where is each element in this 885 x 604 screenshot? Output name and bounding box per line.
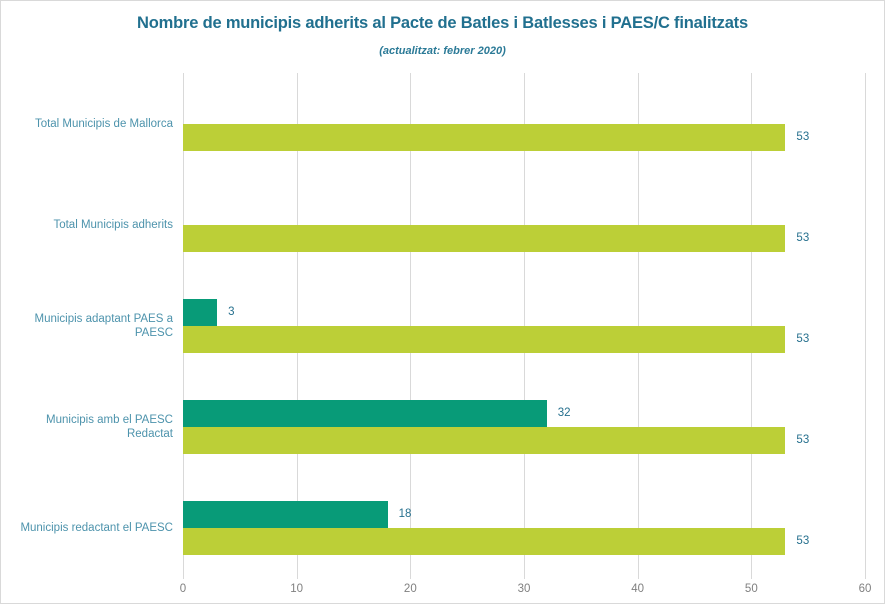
bar-series-green <box>183 528 786 556</box>
category-label: Total Municipis adherits <box>53 218 173 231</box>
bar-series-green <box>183 427 786 455</box>
bar-value-label: 3 <box>228 306 235 318</box>
bar-series-teal <box>183 299 218 326</box>
gridline-x-60 <box>865 73 866 579</box>
x-tick-label: 60 <box>858 583 872 595</box>
bar-series-green <box>183 326 786 353</box>
category-label: Total Municipis de Mallorca <box>34 117 173 130</box>
x-axis: 0 10 20 30 40 50 60 <box>179 580 872 600</box>
bar-value-label: 53 <box>796 434 810 447</box>
x-tick-label: 40 <box>631 583 645 595</box>
bar-series-teal <box>183 400 547 428</box>
chart-title: Nombre de municipis adherits al Pacte de… <box>137 14 748 32</box>
category-label: Municipis amb el PAESC Redactat <box>46 414 173 441</box>
plot-area: 53 53 3 53 32 53 18 53 <box>183 73 866 579</box>
bar-value-label: 53 <box>796 130 810 143</box>
bar-series-green <box>183 123 786 151</box>
bar-value-label: 32 <box>557 407 571 420</box>
bar-value-label: 53 <box>796 535 810 548</box>
x-tick-label: 50 <box>744 583 758 595</box>
category-axis: Total Municipis de Mallorca Total Municip… <box>1 73 177 579</box>
bar-series-teal <box>183 501 388 529</box>
category-label: Municipis redactant el PAESC <box>20 522 173 535</box>
bar-value-label: 53 <box>796 231 810 244</box>
bar-series-green <box>183 224 786 252</box>
x-tick-label: 20 <box>403 583 417 595</box>
x-tick-label: 10 <box>290 583 304 595</box>
x-tick-label: 0 <box>179 583 187 595</box>
category-label: Municipis adaptant PAES a PAESC <box>34 313 173 339</box>
bar-value-label: 18 <box>398 508 412 521</box>
chart-subtitle: (actualitzat: febrer 2020) <box>379 45 506 57</box>
bar-value-label: 53 <box>796 333 810 345</box>
x-tick-label: 30 <box>517 583 531 595</box>
